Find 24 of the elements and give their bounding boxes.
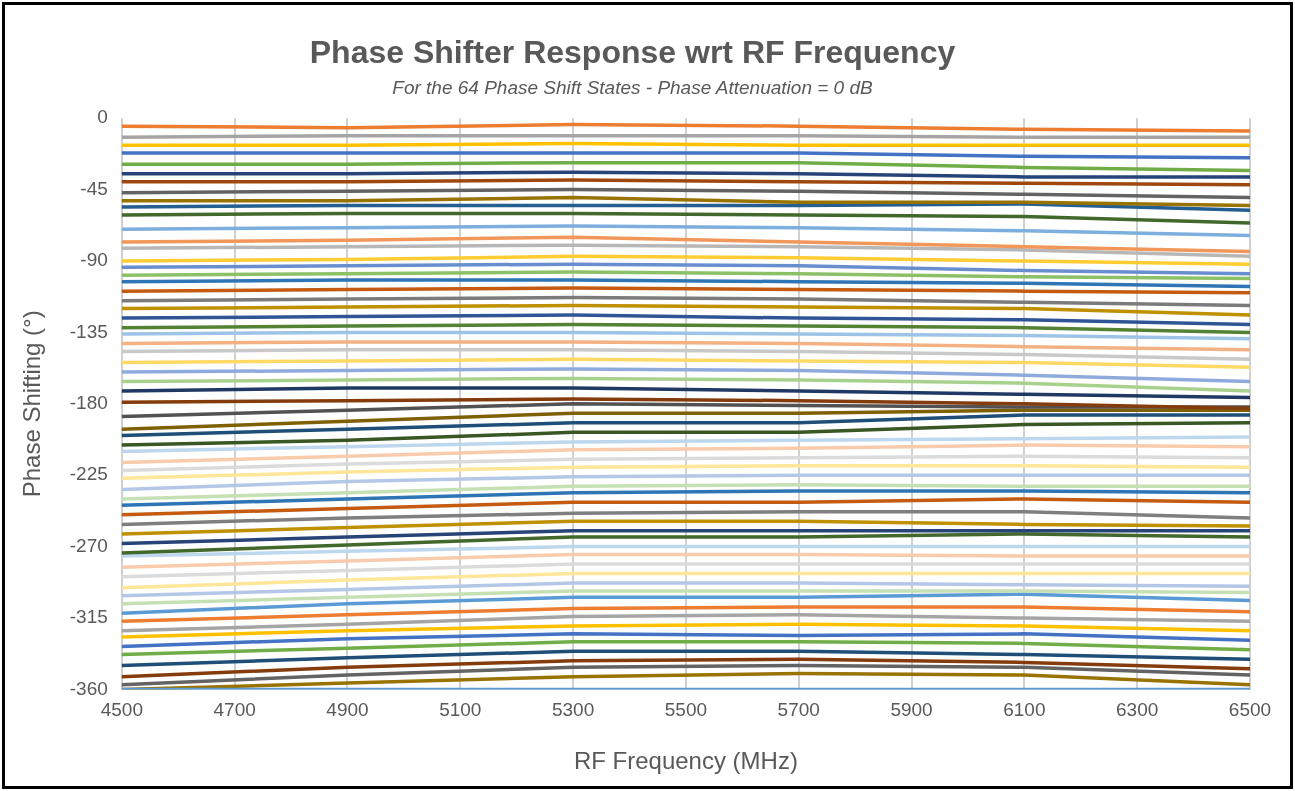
x-tick-label: 6300: [1116, 699, 1159, 721]
y-tick-label: -270: [69, 534, 108, 556]
x-tick-label: 4500: [100, 699, 143, 721]
x-tick-label: 6500: [1228, 699, 1272, 721]
y-tick-label: -135: [69, 320, 108, 342]
x-tick-label: 4900: [326, 699, 369, 721]
y-tick-label: -315: [69, 606, 108, 628]
y-axis-title: Phase Shifting (°): [18, 310, 46, 498]
x-tick-label: 4700: [213, 699, 256, 721]
y-tick-label: -90: [80, 249, 108, 271]
x-axis-title: RF Frequency (MHz): [573, 747, 798, 775]
x-tick-label: 5100: [439, 699, 482, 721]
x-tick-label: 5300: [551, 699, 595, 721]
y-tick-label: 0: [97, 106, 108, 128]
x-tick-label: 5900: [890, 699, 933, 721]
y-tick-label: -180: [69, 392, 108, 414]
chart-title: Phase Shifter Response wrt RF Frequency: [309, 34, 956, 71]
x-tick-label: 5500: [664, 699, 708, 721]
y-tick-label: -360: [69, 677, 108, 699]
y-tick-label: -45: [80, 177, 108, 199]
y-tick-label: -225: [69, 463, 108, 485]
chart-subtitle: For the 64 Phase Shift States - Phase Attenuation = 0 dB: [392, 77, 874, 99]
x-tick-label: 6100: [1003, 699, 1046, 721]
x-tick-label: 5700: [777, 699, 820, 721]
